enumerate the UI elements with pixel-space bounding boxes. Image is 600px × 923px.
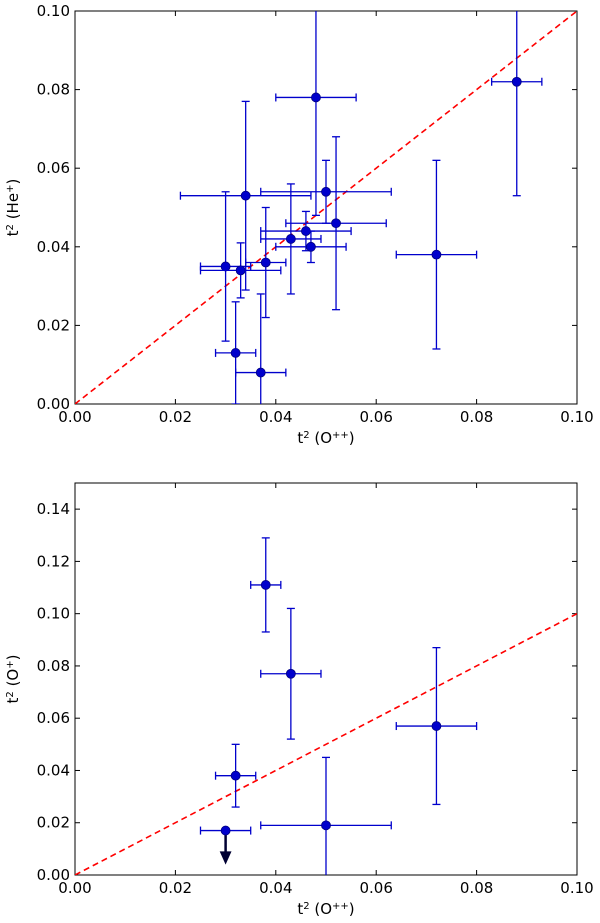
data-point-group <box>491 11 543 197</box>
data-point-group <box>275 11 357 217</box>
data-point <box>260 257 271 268</box>
y-tick-label: 0.00 <box>37 395 70 413</box>
data-point <box>230 770 241 781</box>
data-point-group <box>260 159 392 224</box>
y-tick-label: 0.06 <box>37 709 70 727</box>
data-point <box>306 241 316 252</box>
data-point-group <box>260 183 322 295</box>
data-point-group <box>260 756 392 875</box>
data-point-group <box>260 607 322 740</box>
x-tick-label: 0.08 <box>460 408 493 426</box>
x-tick-label: 0.04 <box>259 879 292 897</box>
data-point-group <box>199 242 282 299</box>
data-point-group <box>199 825 252 865</box>
data-point <box>511 76 522 87</box>
data-point-group <box>250 537 282 633</box>
x-tick-label: 0.02 <box>159 879 192 897</box>
data-point <box>260 580 271 590</box>
data-point-group <box>275 230 347 264</box>
data-point <box>230 348 241 358</box>
one-to-one-line <box>75 612 577 875</box>
x-tick-label: 0.00 <box>58 408 91 426</box>
x-tick-label: 0.06 <box>359 408 392 426</box>
y-tick-label: 0.08 <box>37 81 70 99</box>
y-tick-label: 0.14 <box>37 500 70 518</box>
y-tick-label: 0.12 <box>37 552 70 570</box>
data-point-group <box>395 159 478 350</box>
data-point <box>220 825 231 836</box>
x-tick-label: 0.04 <box>259 408 292 426</box>
data-point-group <box>285 136 387 311</box>
data-point-group <box>214 301 257 404</box>
x-tick-label: 0.02 <box>159 408 192 426</box>
data-point-group <box>245 206 287 319</box>
panel-2: 0.00 0.02 0.04 0.06 0.08 0.10 0.00 0.02 0.04 0.06… <box>4 482 594 918</box>
x-tick-label: 0.10 <box>560 408 593 426</box>
x-axis-label: t2 (O++) <box>297 429 354 447</box>
x-tick-label: 0.06 <box>359 879 392 897</box>
x-tick-label: 0.10 <box>560 879 593 897</box>
x-axis-label: t2 (O++) <box>297 900 354 918</box>
data-point-group <box>260 210 352 252</box>
data-point-group <box>234 293 287 404</box>
data-point <box>240 190 251 201</box>
y-tick-label: 0.02 <box>37 316 70 334</box>
data-point <box>285 668 296 679</box>
y-axis-label: t2 (He+) <box>4 179 22 237</box>
data-point <box>431 249 442 260</box>
y-tick-label: 0.00 <box>37 866 70 884</box>
y-axis-label: t2 (O+) <box>4 655 22 704</box>
panel-1: 0.00 0.02 0.04 0.06 0.08 0.10 0.00 0.02 0.04 0.06… <box>4 2 594 447</box>
y-tick-label: 0.04 <box>37 761 70 779</box>
data-point-group <box>395 646 478 806</box>
upper-limit-arrowhead <box>219 851 232 865</box>
data-point <box>255 367 266 378</box>
data-point <box>331 218 341 229</box>
data-point <box>235 265 246 276</box>
data-point <box>431 721 442 731</box>
data-point-group <box>214 743 257 808</box>
y-tick-label: 0.10 <box>37 2 70 20</box>
data-point <box>220 261 231 272</box>
y-tick-label: 0.10 <box>37 605 70 623</box>
data-layer <box>75 11 577 404</box>
y-tick-label: 0.06 <box>37 159 70 177</box>
y-tick-label: 0.04 <box>37 238 70 256</box>
data-point <box>311 92 321 103</box>
y-tick-label: 0.08 <box>37 657 70 675</box>
x-tick-label: 0.08 <box>460 879 493 897</box>
y-tick-label: 0.02 <box>37 814 70 832</box>
data-point <box>285 234 296 244</box>
data-layer <box>75 537 577 875</box>
x-tick-label: 0.00 <box>58 879 91 897</box>
one-to-one-line <box>75 11 577 404</box>
data-point <box>321 820 331 831</box>
plot-frame <box>74 10 578 405</box>
data-point <box>321 186 331 197</box>
